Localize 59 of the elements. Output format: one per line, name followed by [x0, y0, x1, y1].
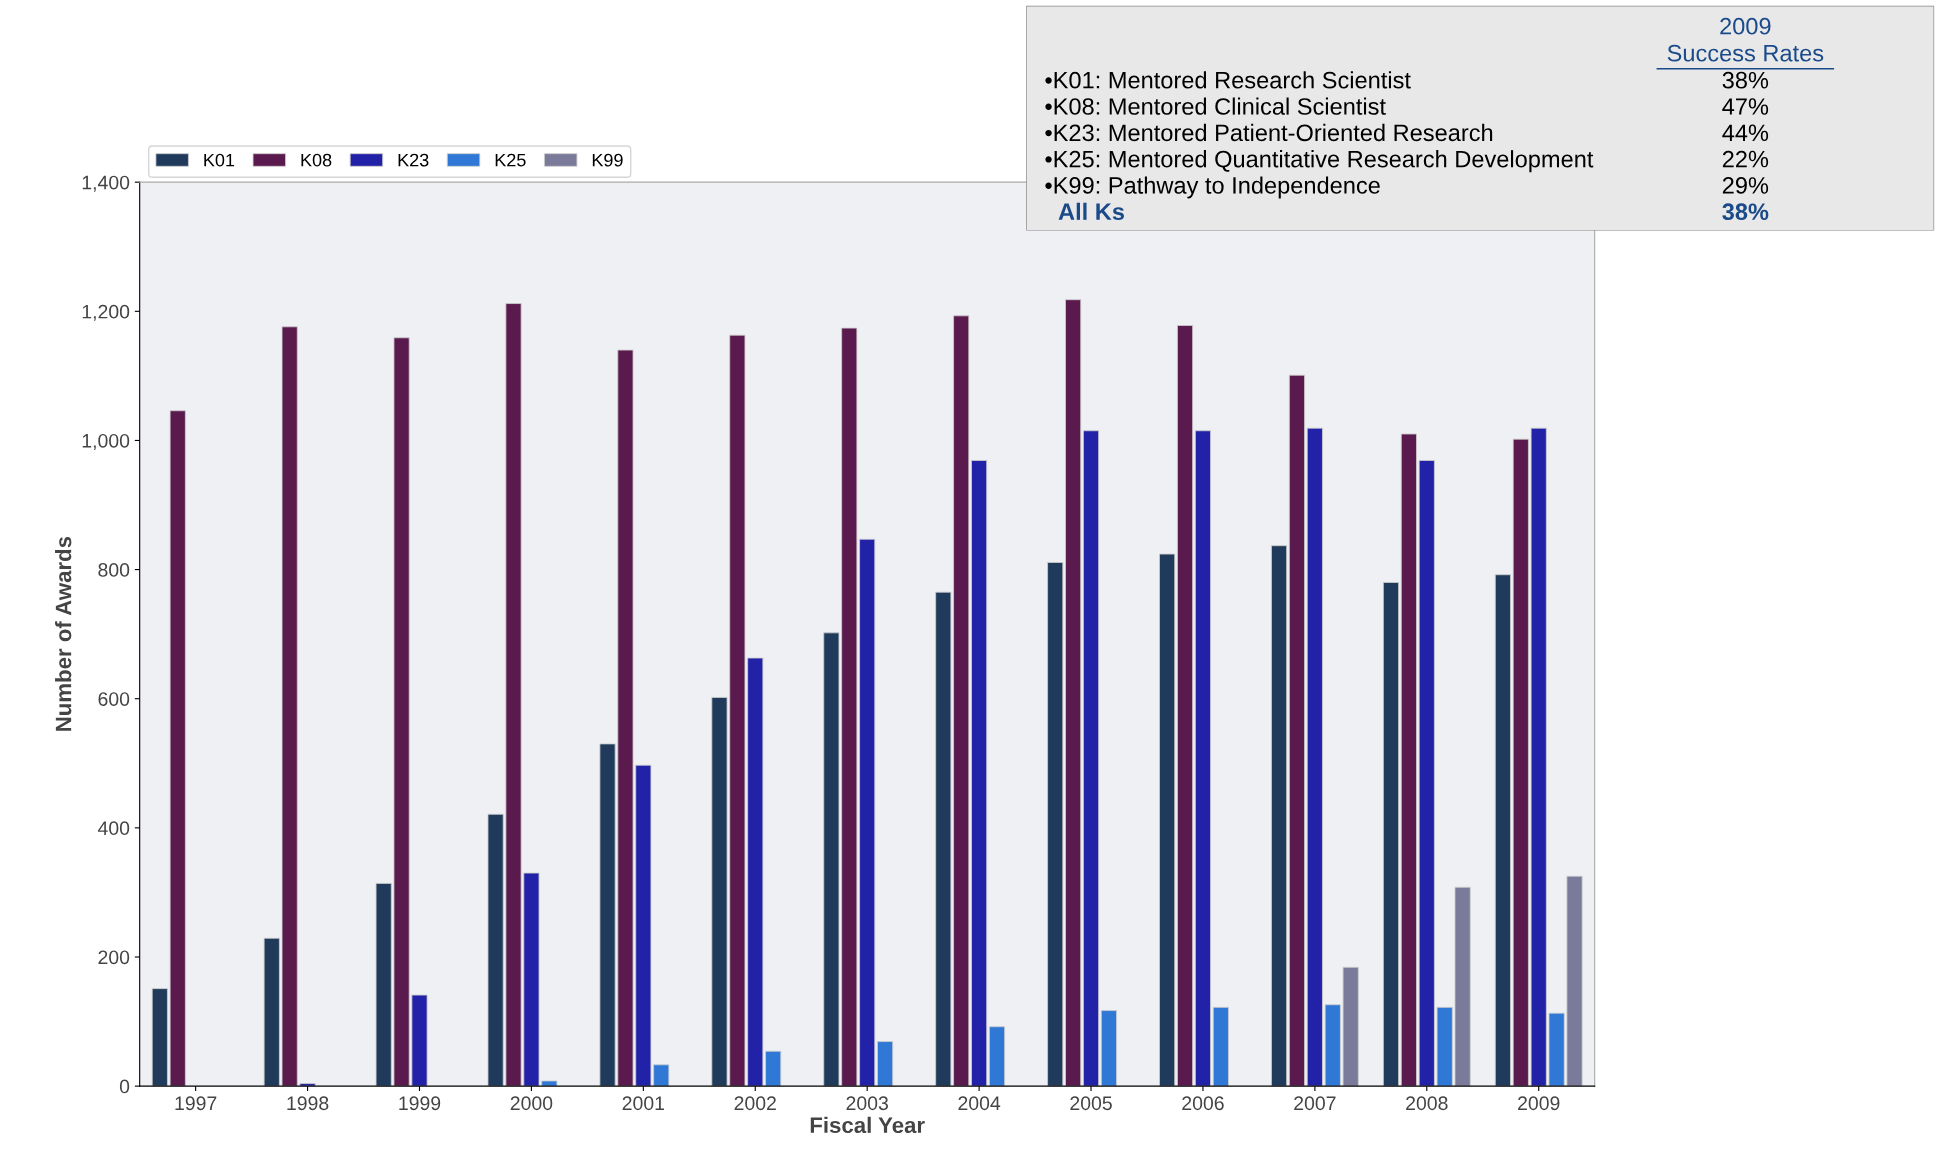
bar: [1400, 433, 1417, 1087]
text: •K08: Mentored Clinical Scientist: [1045, 97, 1386, 115]
bar: [1271, 545, 1288, 1087]
text: 38%: [1722, 71, 1769, 89]
legend-label: K23: [398, 153, 429, 167]
text: 38%: [1722, 203, 1769, 221]
x-axis-title: Fiscal Year: [810, 1116, 925, 1134]
bar: [1047, 562, 1064, 1087]
bar: [1177, 325, 1194, 1087]
bar: [1382, 582, 1400, 1087]
text: 2009: [1720, 17, 1771, 35]
bar: [1212, 1006, 1229, 1087]
x-tick-label: 2009: [1518, 1096, 1560, 1111]
text: 44%: [1722, 124, 1769, 142]
x-tick-label: 2008: [1406, 1096, 1448, 1111]
bar: [1159, 553, 1176, 1087]
text: •K23: Mentored Patient-Oriented Research: [1045, 123, 1493, 142]
bar: [1065, 299, 1082, 1087]
x-tick-label: 2001: [622, 1096, 665, 1111]
y-tick-label: 0: [119, 1079, 130, 1094]
annotation: •K99: Pathway to Independence: [1045, 176, 1380, 199]
y-tick-label: 1,000: [82, 433, 130, 450]
x-tick-label: 2000: [510, 1096, 553, 1111]
y-tick-label: 1,200: [82, 304, 130, 321]
text: 22%: [1722, 150, 1769, 168]
text: •K01: Mentored Research Scientist: [1045, 71, 1411, 89]
bar: [1494, 574, 1511, 1087]
bar: [988, 1026, 1006, 1087]
bar: [971, 460, 988, 1087]
x-tick-label: 1999: [399, 1096, 441, 1111]
legend-label: K01: [204, 153, 235, 167]
text: 47%: [1722, 98, 1769, 115]
text: •K25: Mentored Quantitative Research Development: [1045, 150, 1594, 173]
x-tick-label: 1997: [175, 1096, 217, 1111]
annotation: All Ks: [1058, 202, 1124, 221]
y-axis-title: Number of Awards: [55, 536, 72, 731]
bar: [1194, 430, 1211, 1087]
x-tick-label: 2002: [734, 1096, 776, 1111]
y-tick-label: 200: [98, 950, 130, 965]
x-tick-label: 2007: [1294, 1096, 1336, 1111]
y-tick-label: 600: [98, 692, 130, 706]
y-tick-label: 800: [98, 563, 130, 577]
x-tick-label: 2005: [1070, 1096, 1112, 1111]
x-tick-label: 1998: [287, 1096, 329, 1111]
x-tick-label: 2003: [846, 1096, 888, 1111]
text: Success Rates: [1667, 44, 1824, 62]
legend-label: K25: [495, 153, 526, 167]
bar: [1100, 1010, 1117, 1087]
legend-label: K08: [301, 153, 332, 167]
bar: [1288, 374, 1305, 1087]
bar: [1083, 430, 1100, 1087]
bar: [1306, 427, 1323, 1087]
x-tick-label: 2004: [958, 1096, 1001, 1111]
legend-label: K99: [592, 153, 623, 167]
y-tick-label: 400: [97, 821, 130, 836]
text: 29%: [1722, 177, 1769, 194]
x-tick-label: 2006: [1182, 1096, 1224, 1111]
bar: [877, 1041, 894, 1087]
y-tick-label: 1,400: [82, 175, 130, 192]
